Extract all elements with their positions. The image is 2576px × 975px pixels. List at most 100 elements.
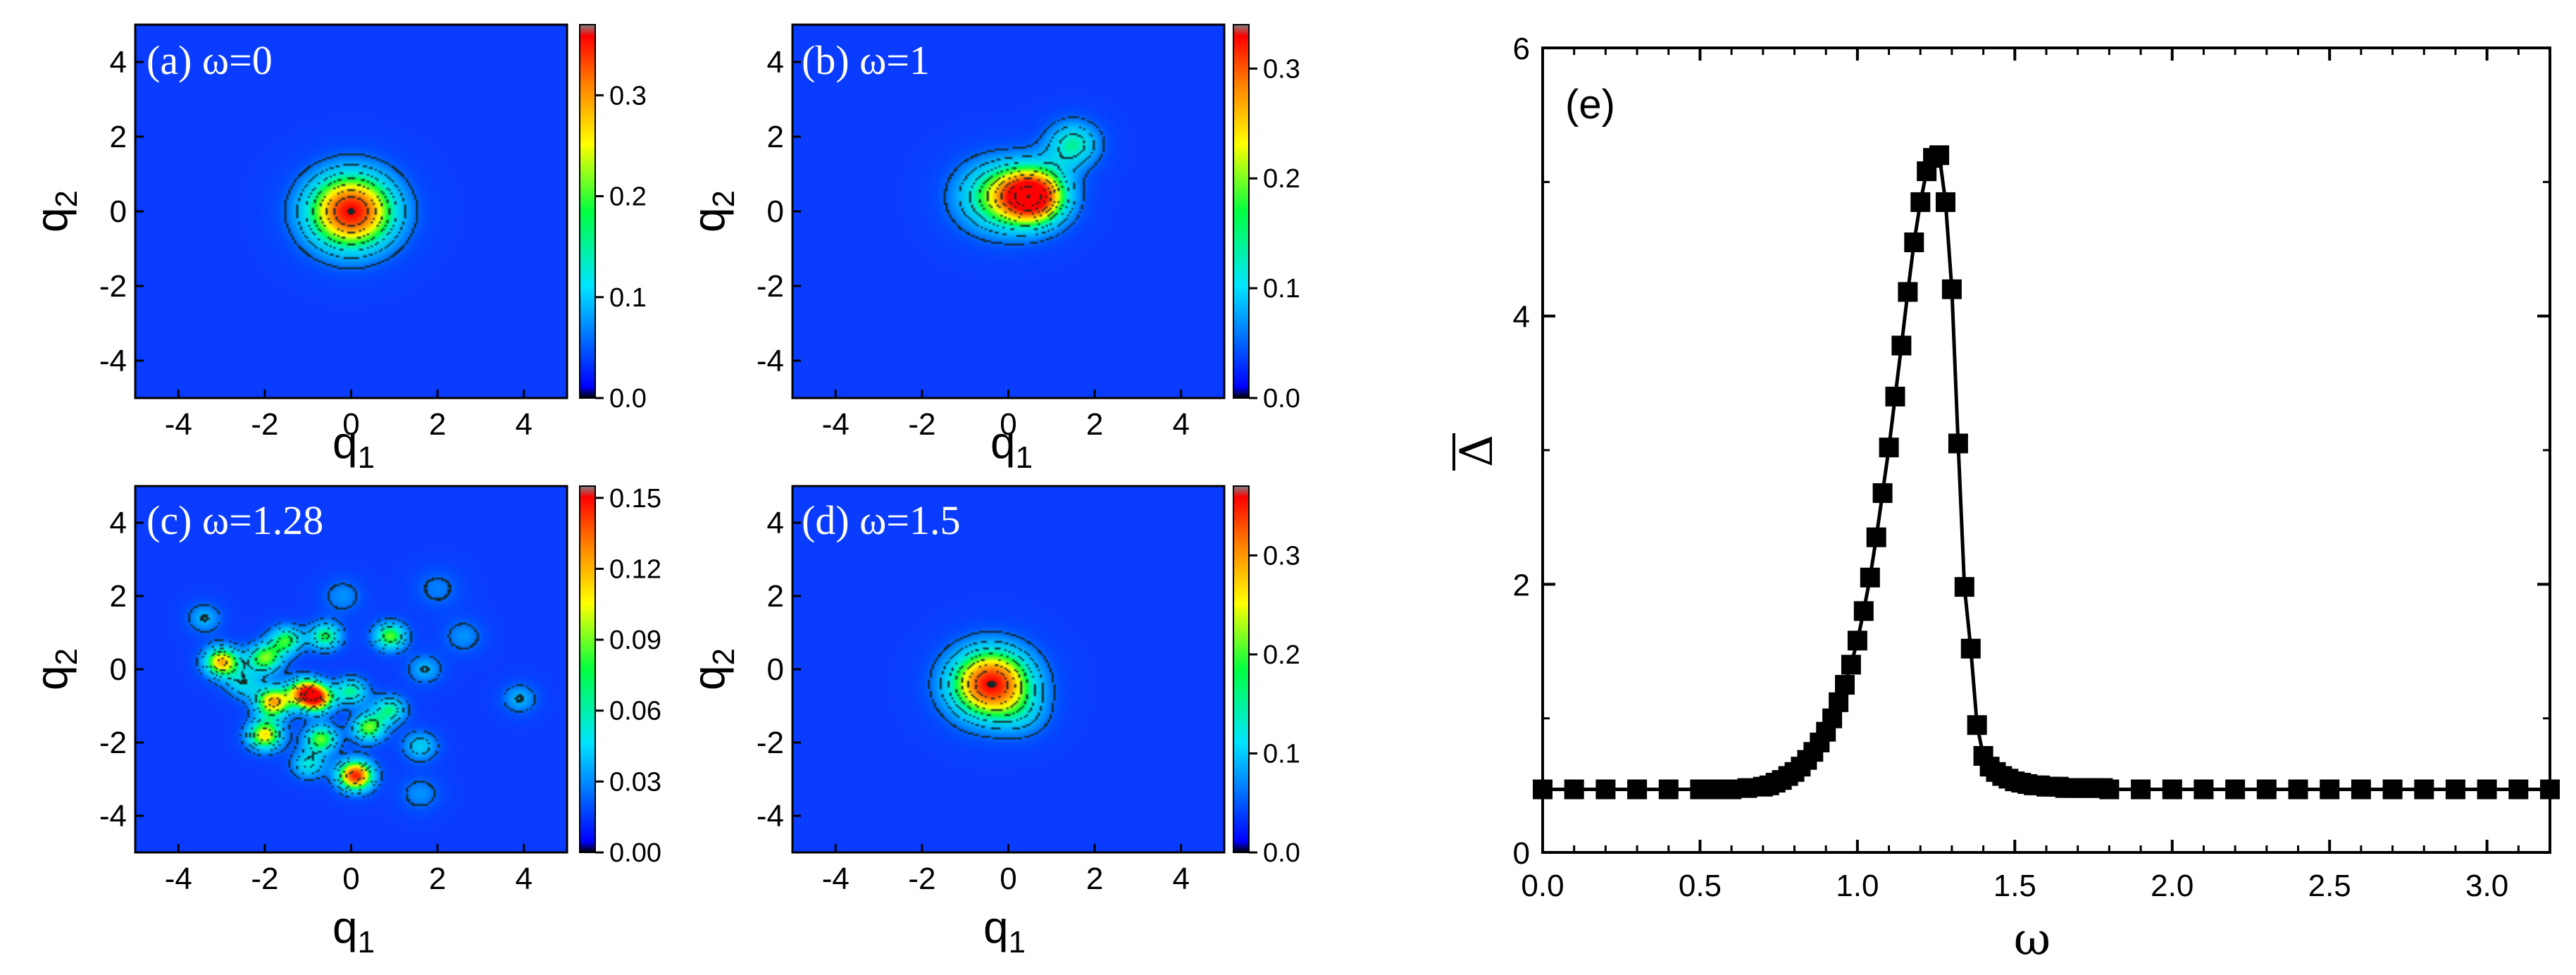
heatmap-c-xtick-label: 2 (429, 862, 446, 896)
colorbar-c-tick-label: 0.12 (609, 554, 661, 584)
heatmap-c-image (135, 486, 567, 852)
colorbar-c-tick-label: 0.03 (609, 767, 661, 797)
heatmap-d-ticks: -4 -2 0 2 4 -4 -2 0 2 4 (757, 506, 1190, 896)
heatmap-d-ylabel-sub: 2 (707, 648, 741, 665)
line-chart-ytick-label: 4 (1513, 300, 1530, 335)
colorbar-d-tick-label: 0.2 (1263, 640, 1300, 670)
line-chart-ytick-label: 6 (1513, 32, 1530, 66)
line-chart-markers (1533, 145, 2560, 800)
heatmap-c-xtick-label: -2 (251, 862, 278, 896)
heatmap-a-ytick-label: -2 (99, 269, 127, 304)
colorbar-b (1233, 24, 1250, 399)
line-chart-point (1904, 232, 1924, 252)
line-chart-point (1885, 386, 1905, 406)
heatmap-b-ylabel-main: q (683, 207, 734, 232)
line-chart-xtick-label: 0.0 (1521, 869, 1564, 903)
line-chart-point (1627, 779, 1648, 800)
line-chart-point (1564, 779, 1584, 800)
colorbar-c-tick-label: 0.00 (609, 838, 661, 868)
line-chart-point (1847, 631, 1867, 651)
colorbar-b-ticks: 0.0 0.1 0.2 0.3 (1249, 54, 1300, 414)
line-chart-xlabel: ω (2014, 914, 2051, 966)
colorbar-b-tick-label: 0.1 (1263, 274, 1300, 304)
heatmap-b-ytick-label: 4 (767, 45, 784, 80)
panel-b-title: (b) ω=1 (802, 37, 930, 83)
line-chart-frame (1541, 46, 2551, 854)
line-chart-point (1533, 779, 1553, 800)
line-chart-point (2320, 779, 2340, 800)
line-chart-xtick-label: 2.5 (2308, 869, 2351, 903)
panel-d-title: (d) ω=1.5 (802, 497, 961, 543)
line-chart-point (2508, 779, 2529, 800)
line-chart-point (1879, 437, 1899, 458)
line-chart-point (2099, 779, 2120, 800)
heatmap-c-ytick-label: 2 (110, 579, 127, 614)
colorbar-c-tick-label: 0.09 (609, 626, 661, 655)
colorbar-c-tick-label: 0.06 (609, 697, 661, 726)
colorbar-d (1233, 485, 1250, 853)
line-chart-point (2351, 779, 2371, 800)
heatmap-a-xtick-label: 2 (429, 407, 446, 442)
heatmap-d-ylabel-main: q (683, 665, 734, 690)
heatmap-d-xtick-label: 4 (1172, 862, 1189, 896)
panel-e: (e) 0.0 0.5 1.0 1.5 2.0 2.5 3.0 0 2 4 6 ω Δ (1451, 32, 2560, 966)
line-chart-point (2256, 779, 2277, 800)
line-chart-point (2131, 779, 2151, 800)
heatmap-c-xtick-label: -4 (165, 862, 192, 896)
heatmap-d-xlabel-sub: 1 (1009, 925, 1026, 960)
heatmap-b-xtick-label: 4 (1172, 407, 1189, 442)
colorbar-d-tick-label: 0.3 (1263, 541, 1300, 571)
line-chart-point (2414, 779, 2434, 800)
line-chart-point (2162, 779, 2182, 800)
colorbar-b-tick-label: 0.2 (1263, 164, 1300, 194)
line-chart-point (1853, 601, 1874, 621)
line-chart-point (2445, 779, 2465, 800)
heatmap-c-ylabel-sub: 2 (49, 648, 84, 665)
line-chart-point (1954, 577, 1974, 597)
colorbar-c-tick-label: 0.15 (609, 484, 661, 514)
heatmap-a-ytick-label: 2 (110, 120, 127, 154)
line-chart-point (1898, 282, 1918, 302)
colorbar-a (579, 24, 596, 399)
heatmap-a-xlabel: q1 (332, 417, 375, 475)
line-chart-point (1960, 638, 1981, 659)
line-chart-point (1841, 654, 1861, 675)
heatmap-a-ytick-label: -4 (99, 344, 127, 378)
line-chart-point (1595, 779, 1616, 800)
heatmap-a-xlabel-main: q (332, 417, 358, 468)
line-chart-point (1658, 779, 1679, 800)
heatmap-a-image (135, 25, 567, 398)
colorbar-d-tick-label: 0.0 (1263, 838, 1300, 868)
heatmap-a-ytick-label: 0 (110, 194, 127, 229)
heatmap-b-xlabel: q1 (990, 417, 1033, 475)
heatmap-a-ylabel-sub: 2 (49, 190, 84, 207)
panel-e-title: (e) (1565, 82, 1615, 128)
line-chart-point (2288, 779, 2308, 800)
heatmap-c-xlabel-main: q (332, 902, 358, 952)
heatmap-d-xlabel-main: q (983, 902, 1009, 952)
heatmap-b-ylabel: q2 (683, 190, 741, 232)
heatmap-d-xtick-label: 0 (1000, 862, 1016, 896)
line-chart-point (2194, 779, 2214, 800)
heatmap-a-ylabel: q2 (26, 190, 84, 232)
colorbar-a-tick-label: 0.1 (609, 283, 647, 313)
heatmap-c-ylabel: q2 (26, 648, 84, 690)
heatmap-d-ytick-label: -4 (757, 799, 784, 833)
line-chart-xtick-label: 2.0 (2151, 869, 2194, 903)
heatmap-b-ytick-label: -4 (757, 344, 784, 378)
heatmap-d-xlabel: q1 (983, 902, 1026, 960)
heatmap-a-ytick-label: 4 (110, 45, 127, 80)
panel-a-title: (a) ω=0 (147, 37, 273, 83)
line-chart-point (1860, 567, 1880, 588)
heatmap-a-xtick-label: 4 (515, 407, 532, 442)
line-chart-point (1948, 433, 1968, 454)
line-chart-point (1829, 692, 1849, 712)
panel-c-title: (c) ω=1.28 (147, 497, 323, 543)
heatmap-a-xtick-label: -4 (165, 407, 192, 442)
line-chart-point (2382, 779, 2403, 800)
line-chart-point (1910, 192, 1931, 212)
colorbar-c (579, 485, 596, 853)
